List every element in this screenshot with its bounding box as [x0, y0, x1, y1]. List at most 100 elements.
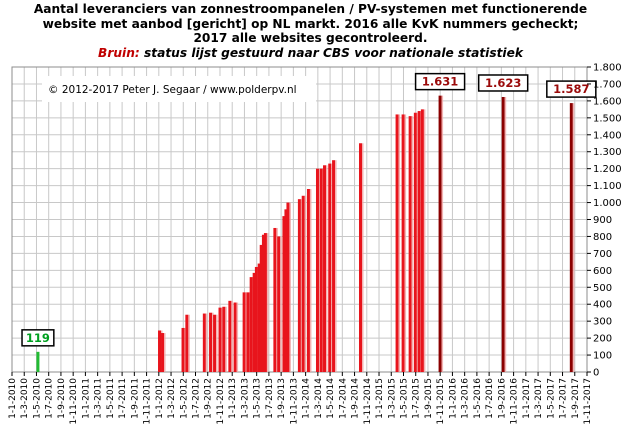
- bar: [202, 313, 206, 372]
- bar-highlight: [423, 109, 426, 372]
- bar-highlight: [300, 199, 303, 372]
- value-label: 1.631: [422, 75, 458, 89]
- bar-highlight: [216, 314, 218, 372]
- x-tick-label: 1-9-2017: [571, 378, 581, 419]
- bar-highlight: [504, 96, 507, 372]
- bar-highlight: [411, 116, 414, 372]
- x-tick-label: 1-5-2015: [399, 378, 409, 419]
- x-tick-label: 1-5-2010: [32, 378, 42, 419]
- x-tick-label: 1-11-2010: [69, 378, 79, 425]
- value-label-box: [21, 329, 55, 347]
- x-tick-label: 1-9-2016: [497, 378, 507, 419]
- bar: [401, 114, 405, 372]
- x-tick-label: 1-7-2012: [192, 378, 202, 419]
- y-tick-label: 1.600: [593, 96, 621, 107]
- bar-highlight: [184, 327, 187, 372]
- bar: [332, 160, 336, 372]
- x-tick-label: 1-7-2013: [265, 378, 275, 419]
- x-tick-label: 1-9-2010: [57, 378, 67, 419]
- x-tick-label: 1-7-2011: [118, 378, 128, 419]
- bar-highlight: [188, 314, 190, 372]
- title-line-4-prefix: Bruin:: [98, 45, 140, 60]
- bar-highlight: [441, 95, 444, 372]
- bar-highlight: [266, 233, 269, 372]
- y-tick-label: 800: [593, 232, 612, 243]
- y-tick-label: 400: [593, 300, 612, 311]
- x-tick-label: 1-5-2016: [473, 378, 483, 419]
- title-line-1: Aantal leveranciers van zonnestroompanel…: [33, 2, 588, 16]
- bar: [161, 333, 165, 372]
- y-tick-label: 200: [593, 334, 612, 345]
- title-line-4: Bruin: status lijst gestuurd naar CBS vo…: [0, 46, 621, 61]
- bar-highlight: [236, 302, 239, 372]
- title-line-3: 2017 alle websites gecontroleerd.: [193, 31, 428, 46]
- bar-highlight: [280, 236, 282, 372]
- copyright-box: [42, 76, 316, 102]
- bar: [315, 168, 319, 372]
- bar: [36, 351, 40, 372]
- bar-highlight: [398, 114, 401, 372]
- bar: [319, 168, 323, 372]
- x-tick-label: 1-11-2012: [216, 378, 226, 425]
- bar-highlight: [289, 202, 291, 372]
- x-tick-label: 1-3-2010: [20, 378, 30, 419]
- bar-highlight: [404, 114, 407, 372]
- copyright-text: © 2012-2017 Peter J. Segaar / www.polder…: [48, 84, 297, 96]
- x-tick-label: 1-5-2017: [546, 378, 556, 419]
- value-label-box: [546, 80, 597, 98]
- x-tick-label: 1-1-2013: [228, 378, 238, 419]
- bar-highlight: [326, 165, 328, 372]
- y-tick-label: 1.000: [593, 198, 621, 209]
- bar: [254, 266, 258, 372]
- x-tick-label: 1-9-2014: [351, 378, 361, 419]
- y-tick-label: 700: [593, 249, 612, 260]
- bar-highlight: [276, 227, 278, 372]
- bar: [228, 300, 232, 372]
- bar: [306, 189, 310, 372]
- bar: [323, 165, 327, 372]
- bar-highlight: [205, 313, 208, 372]
- bar: [158, 330, 162, 372]
- title-line-2: website met aanbod [gericht] op NL markt…: [42, 16, 579, 31]
- x-tick-label: 1-7-2017: [559, 378, 569, 419]
- bar-highlight: [231, 300, 233, 372]
- chart-title: Aantal leveranciers van zonnestroompanel…: [0, 2, 621, 60]
- bar-highlight: [361, 143, 364, 372]
- x-tick-label: 1-11-2015: [436, 378, 446, 425]
- y-tick-label: 300: [593, 317, 612, 328]
- bar: [328, 163, 332, 372]
- x-tick-label: 1-7-2016: [485, 378, 495, 419]
- bar: [358, 143, 362, 372]
- y-tick-label: 100: [593, 351, 612, 362]
- x-tick-label: 1-11-2017: [583, 378, 593, 425]
- x-tick-label: 1-7-2015: [412, 378, 422, 419]
- x-tick-label: 1-1-2011: [81, 378, 91, 419]
- y-tick-label: 1.200: [593, 164, 621, 175]
- bar-highlight: [318, 168, 321, 372]
- y-tick-label: 900: [593, 215, 612, 226]
- bar: [408, 116, 412, 372]
- y-tick-label: 0: [593, 368, 599, 379]
- bar: [242, 292, 246, 372]
- bars: [36, 95, 575, 373]
- bar-highlight: [416, 112, 419, 372]
- x-tick-label: 1-11-2016: [510, 378, 520, 425]
- bar: [286, 202, 290, 372]
- value-labels: 119 1.631 1.623 1.587: [21, 72, 597, 347]
- bar: [209, 312, 213, 372]
- x-tick-label: 1-9-2015: [424, 378, 434, 419]
- bar: [263, 233, 267, 372]
- bar: [284, 209, 288, 372]
- x-tick-label: 1-3-2011: [94, 378, 104, 419]
- y-tick-label: 1.400: [593, 130, 621, 141]
- x-tick-label: 1-5-2012: [179, 378, 189, 419]
- x-tick-label: 1-1-2012: [155, 378, 165, 419]
- bar: [420, 109, 424, 372]
- y-tick-label: 1.500: [593, 113, 621, 124]
- bar: [222, 306, 226, 372]
- bar: [301, 195, 305, 372]
- y-tick-label: 1.300: [593, 147, 621, 158]
- x-tick-label: 1-5-2014: [326, 378, 336, 419]
- x-tick-label: 1-3-2013: [240, 378, 250, 419]
